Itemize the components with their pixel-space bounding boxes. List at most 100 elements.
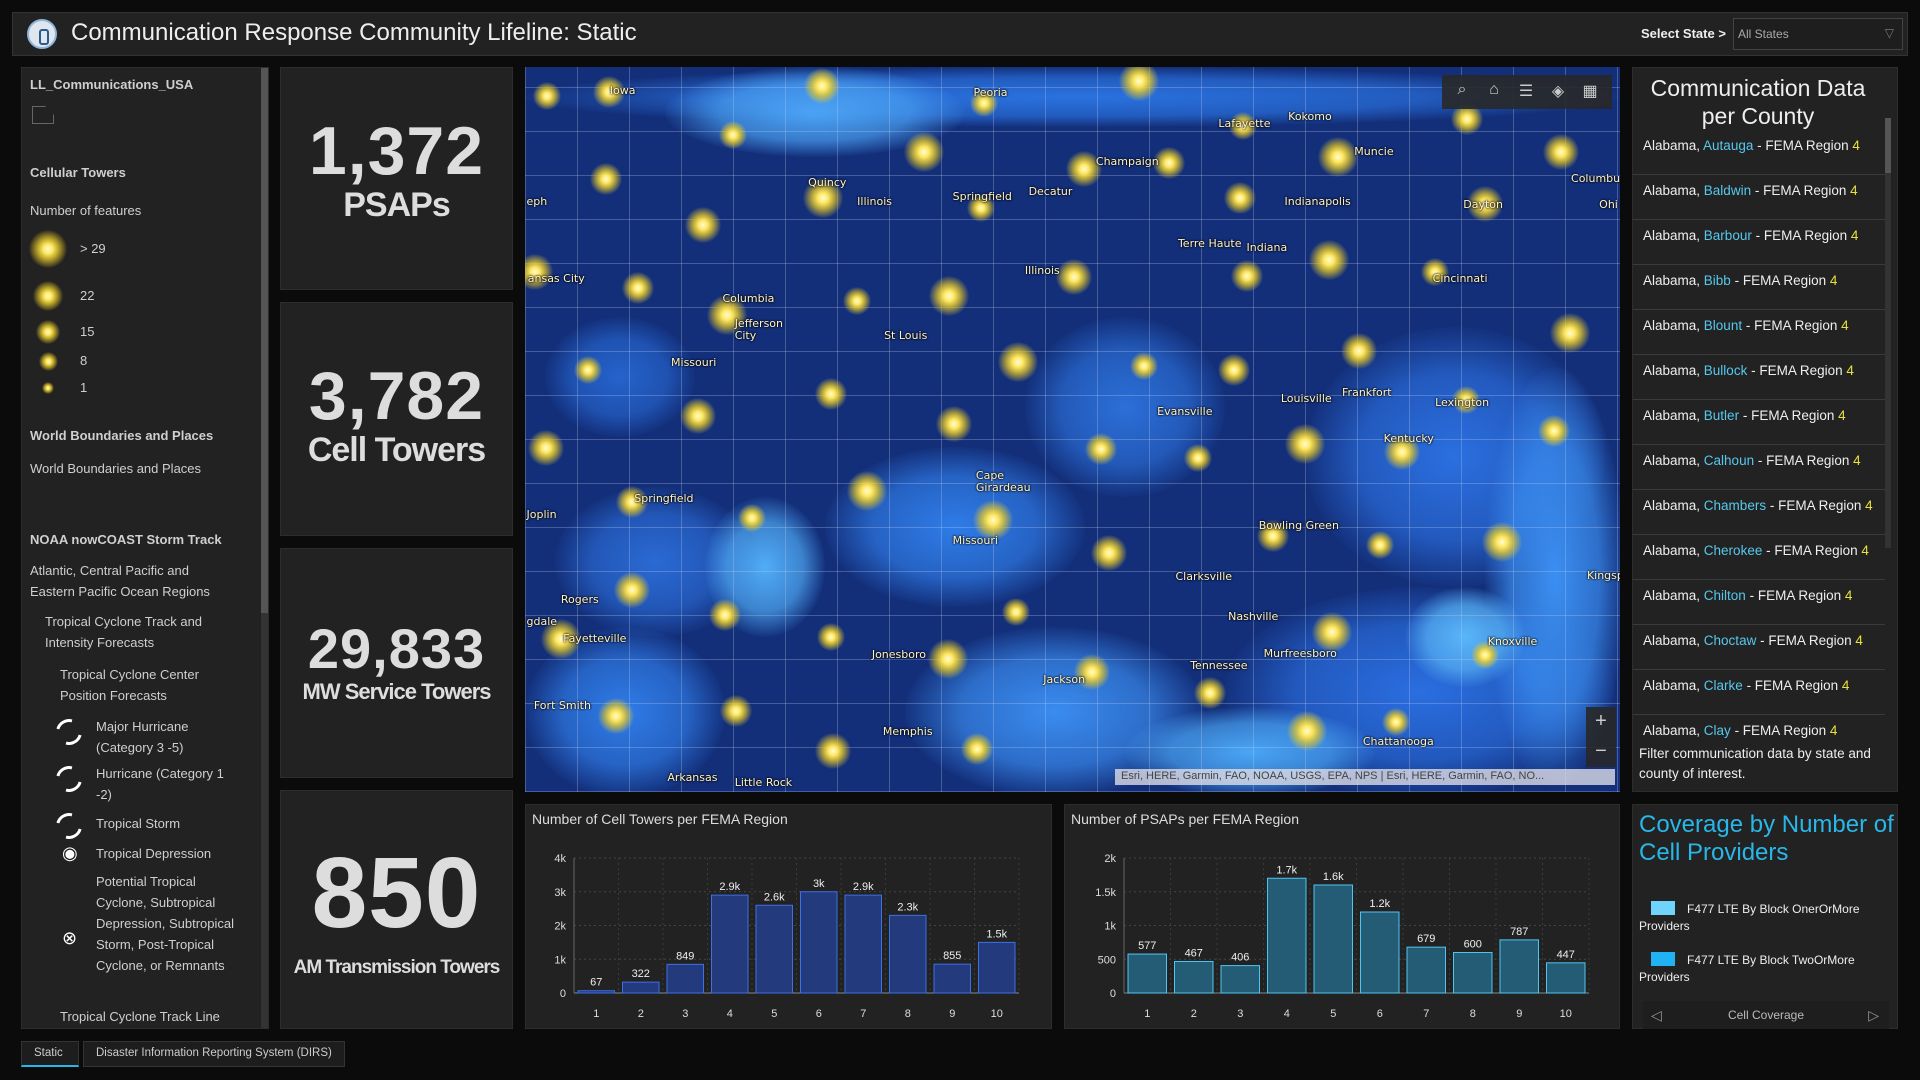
cell-tower-cluster[interactable]	[815, 378, 848, 411]
zoom-out-button[interactable]: −	[1595, 740, 1607, 762]
cell-tower-cluster[interactable]	[708, 598, 741, 631]
state-select[interactable]: All States ▽	[1733, 18, 1903, 50]
cell-tower-cluster[interactable]	[1421, 257, 1450, 286]
cell-tower-cluster[interactable]	[1467, 186, 1504, 223]
county-list-item[interactable]: Alabama, Baldwin - FEMA Region 4	[1633, 175, 1885, 220]
cell-tower-cluster[interactable]	[997, 342, 1038, 383]
county-list-item[interactable]: Alabama, Clarke - FEMA Region 4	[1633, 670, 1885, 715]
cell-tower-cluster[interactable]	[1308, 239, 1349, 280]
cell-tower-cluster[interactable]	[1341, 333, 1378, 370]
county-list-item[interactable]: Alabama, Cherokee - FEMA Region 4	[1633, 535, 1885, 580]
storm-class-label: Tropical Depression	[96, 846, 212, 861]
cell-tower-cluster[interactable]	[540, 619, 581, 660]
cell-tower-cluster[interactable]	[684, 207, 721, 244]
cell-tower-cluster[interactable]	[1230, 259, 1263, 292]
zoom-in-button[interactable]: +	[1595, 710, 1607, 732]
cell-tower-cluster[interactable]	[737, 503, 766, 532]
cell-tower-cluster[interactable]	[904, 131, 945, 172]
cell-tower-cluster[interactable]	[1228, 112, 1257, 141]
cell-tower-cluster[interactable]	[1193, 677, 1226, 710]
layers-icon[interactable]: ◈	[1551, 83, 1565, 100]
map-view[interactable]: Iowa Peoria Quincy Illinois Springfield Decat…	[525, 67, 1620, 792]
cell-tower-cluster[interactable]	[973, 500, 1014, 541]
county-list-item[interactable]: Alabama, Barbour - FEMA Region 4	[1633, 220, 1885, 265]
cell-tower-cluster[interactable]	[970, 88, 999, 117]
cell-tower-cluster[interactable]	[927, 638, 968, 679]
cell-tower-cluster[interactable]	[592, 75, 625, 108]
cell-tower-cluster[interactable]	[1549, 313, 1590, 354]
tab-dirs[interactable]: Disaster Information Reporting System (D…	[83, 1041, 345, 1067]
county-list-item[interactable]: Alabama, Calhoun - FEMA Region 4	[1633, 445, 1885, 490]
cell-tower-cluster[interactable]	[1286, 711, 1327, 752]
county-list-item[interactable]: Alabama, Butler - FEMA Region 4	[1633, 400, 1885, 445]
chevron-right-icon[interactable]: ▷	[1868, 1007, 1879, 1023]
cell-tower-cluster[interactable]	[1055, 258, 1092, 295]
cell-tower-cluster[interactable]	[573, 355, 602, 384]
cell-tower-cluster[interactable]	[1074, 654, 1111, 691]
basemap-gallery-icon[interactable]: ▦	[1582, 83, 1598, 100]
cell-tower-cluster[interactable]	[719, 120, 748, 149]
cell-tower-cluster[interactable]	[590, 162, 623, 195]
cell-tower-cluster[interactable]	[817, 622, 846, 651]
county-list-item[interactable]: Alabama, Bullock - FEMA Region 4	[1633, 355, 1885, 400]
cell-tower-cluster[interactable]	[1118, 67, 1159, 101]
cell-tower-cluster[interactable]	[533, 81, 562, 110]
cell-tower-cluster[interactable]	[1482, 522, 1523, 563]
cell-tower-cluster[interactable]	[1257, 520, 1290, 553]
legend-scrollbar[interactable]	[261, 68, 268, 1028]
home-icon[interactable]: ⌂	[1489, 81, 1499, 98]
cell-tower-cluster[interactable]	[966, 194, 995, 223]
chevron-left-icon[interactable]: ◁	[1651, 1007, 1662, 1023]
cell-tower-cluster[interactable]	[1002, 598, 1031, 627]
cell-tower-cluster[interactable]	[1384, 433, 1421, 470]
cell-tower-cluster[interactable]	[1537, 415, 1570, 448]
cell-tower-cluster[interactable]	[928, 276, 969, 317]
cell-tower-cluster[interactable]	[528, 430, 565, 467]
cell-tower-cluster[interactable]	[1471, 641, 1500, 670]
kpi-mw-service-towers: 29,833 MW Service Towers	[280, 548, 513, 778]
cell-tower-cluster[interactable]	[846, 471, 887, 512]
cell-tower-cluster[interactable]	[1065, 150, 1102, 187]
search-icon[interactable]: ⌕	[1457, 81, 1467, 98]
cell-tower-cluster[interactable]	[1183, 443, 1212, 472]
cell-tower-cluster[interactable]	[1218, 353, 1251, 386]
cell-tower-cluster[interactable]	[1366, 530, 1394, 559]
county-list-item[interactable]: Alabama, Blount - FEMA Region 4	[1633, 310, 1885, 355]
cell-tower-cluster[interactable]	[1451, 386, 1480, 415]
county-list-scrollbar[interactable]	[1885, 118, 1891, 548]
cell-tower-cluster[interactable]	[814, 732, 851, 769]
cell-tower-cluster[interactable]	[1153, 146, 1186, 179]
cell-tower-cluster[interactable]	[525, 253, 554, 290]
cell-tower-cluster[interactable]	[1543, 133, 1580, 170]
cell-tower-cluster[interactable]	[1318, 136, 1359, 177]
cell-tower-cluster[interactable]	[803, 67, 840, 104]
cell-tower-cluster[interactable]	[1084, 433, 1117, 466]
cell-tower-cluster[interactable]	[1091, 535, 1128, 572]
cell-tower-cluster[interactable]	[621, 271, 654, 304]
county-list-item[interactable]: Alabama, Clay - FEMA Region 4	[1633, 715, 1885, 738]
cell-tower-cluster[interactable]	[719, 695, 752, 728]
cell-tower-cluster[interactable]	[802, 178, 843, 219]
cell-tower-cluster[interactable]	[1381, 708, 1410, 737]
cell-tower-cluster[interactable]	[1285, 424, 1326, 465]
county-list-item[interactable]: Alabama, Chambers - FEMA Region 4	[1633, 490, 1885, 535]
cell-tower-cluster[interactable]	[597, 698, 634, 735]
cell-tower-cluster[interactable]	[961, 733, 994, 766]
tab-static[interactable]: Static	[21, 1041, 79, 1067]
cell-tower-cluster[interactable]	[1224, 182, 1257, 215]
legend-list-icon[interactable]: ☰	[1518, 83, 1534, 100]
county-list-item[interactable]: Alabama, Bibb - FEMA Region 4	[1633, 265, 1885, 310]
cell-tower-cluster[interactable]	[935, 405, 972, 442]
county-list-item[interactable]: Alabama, Chilton - FEMA Region 4	[1633, 580, 1885, 625]
cell-tower-cluster[interactable]	[843, 287, 872, 316]
cell-tower-cluster[interactable]	[1129, 352, 1158, 381]
cell-tower-cluster[interactable]	[1312, 611, 1353, 652]
cell-tower-cluster[interactable]	[707, 294, 748, 335]
county-list-item[interactable]: Alabama, Choctaw - FEMA Region 4	[1633, 625, 1885, 670]
place-label: Tennessee	[1190, 659, 1248, 673]
cell-tower-cluster[interactable]	[615, 486, 648, 519]
county-list: Alabama, Autauga - FEMA Region 4 Alabama,…	[1633, 130, 1885, 738]
county-list-item[interactable]: Alabama, Autauga - FEMA Region 4	[1633, 130, 1885, 175]
cell-tower-cluster[interactable]	[679, 398, 716, 435]
cell-tower-cluster[interactable]	[613, 572, 650, 609]
